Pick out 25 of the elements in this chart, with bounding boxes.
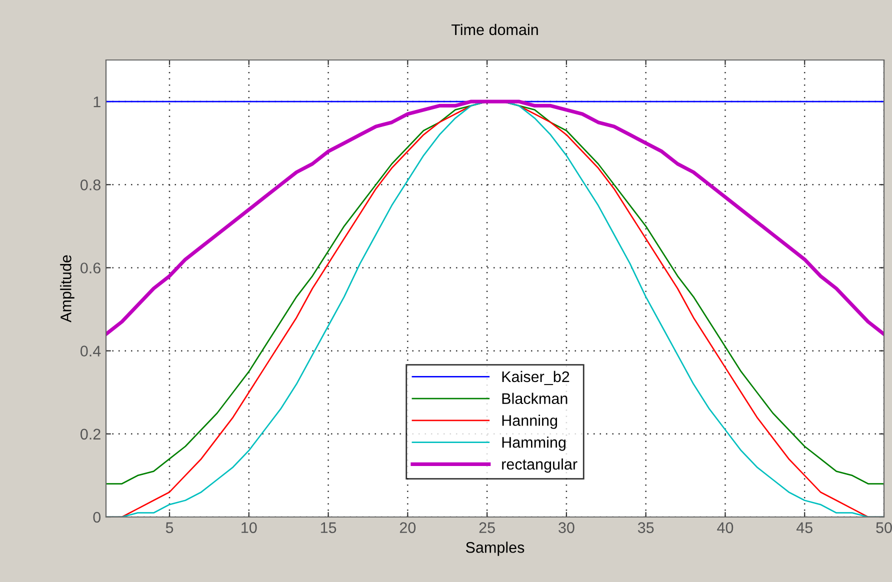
x-tick-label: 30 [558,522,574,534]
x-tick-label: 20 [400,522,416,534]
x-axis-title: Samples [466,542,524,556]
y-tick-label: 0.4 [80,346,101,357]
y-tick-label: 0.6 [80,262,100,274]
x-tick-label: 40 [717,522,734,534]
legend-label: Kaiser_b2 [502,370,570,386]
y-tick-label: 0.8 [80,180,100,190]
x-tick-label: 10 [242,522,257,534]
legend-label: Hanning [502,414,558,429]
line-series [106,100,884,336]
legend-label: rectangular [502,458,578,473]
x-tick-label: 35 [638,522,654,534]
x-tick-label: 5 [166,522,174,534]
chart-title: Time domain [451,24,538,36]
y-tick-label: 1 [94,96,100,108]
y-axis-title: Amplitude [60,255,74,322]
y-tick-label: 0.2 [80,428,100,440]
legend-label: Hamming [502,436,566,451]
x-tick-label: 45 [796,522,812,534]
x-tick-label: 15 [320,522,336,534]
y-tick-label: 0 [93,512,101,523]
x-tick-label: 50 [876,522,892,534]
x-tick-label: 25 [479,522,495,534]
legend-label: Blackman [502,392,568,404]
